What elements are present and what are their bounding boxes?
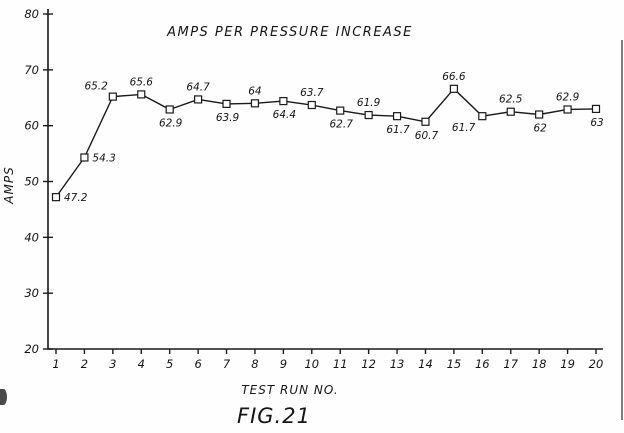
- chart-title: AMPS PER PRESSURE INCREASE: [166, 25, 413, 40]
- data-point-label: 47.2: [64, 192, 88, 204]
- data-point-label: 62: [533, 123, 547, 135]
- data-point-label: 64: [248, 85, 261, 97]
- x-tick-label: 18: [532, 357, 547, 371]
- data-point-marker: [591, 104, 601, 114]
- x-tick-label: 9: [280, 357, 287, 371]
- data-point-label: 65.2: [84, 81, 108, 93]
- data-point-marker: [449, 84, 458, 93]
- data-point-marker: [80, 153, 89, 162]
- data-point-label: 63.7: [300, 87, 324, 99]
- figure-caption: FIG.21: [237, 404, 311, 428]
- x-tick-label: 8: [251, 357, 258, 371]
- data-point-marker: [194, 95, 203, 104]
- y-axis-label: AMPS: [2, 166, 16, 204]
- scan-artifact-smudge: [0, 389, 7, 405]
- y-tick-label: 60: [24, 119, 39, 133]
- data-point-marker: [506, 107, 515, 116]
- data-point-label: 61.7: [452, 122, 476, 134]
- x-tick-label: 2: [81, 357, 88, 371]
- data-line: [55, 88, 597, 198]
- data-point-marker: [421, 117, 430, 126]
- data-point-marker: [108, 92, 117, 101]
- data-point-label: 61.7: [386, 124, 410, 136]
- data-point-marker: [137, 90, 146, 99]
- data-point-marker: [535, 110, 544, 119]
- data-point-marker: [279, 96, 288, 106]
- x-tick-label: 19: [560, 357, 575, 371]
- y-tick-label: 20: [24, 342, 39, 356]
- x-tick-label: 16: [475, 357, 490, 371]
- x-tick-label: 6: [194, 357, 201, 371]
- data-point-marker: [336, 106, 345, 115]
- data-point-label: 63.9: [216, 112, 240, 124]
- x-tick-label: 15: [447, 357, 462, 371]
- data-point-marker: [563, 105, 572, 114]
- data-point-label: 62.9: [159, 117, 183, 129]
- data-point-marker: [222, 99, 231, 108]
- data-point-marker: [392, 112, 402, 121]
- data-point-label: 62.9: [556, 91, 580, 103]
- axes: [47, 9, 603, 350]
- data-point-label: 64.4: [273, 109, 296, 121]
- y-tick-label: 70: [24, 63, 39, 77]
- data-point-marker: [165, 105, 174, 114]
- data-point-label: 60.7: [415, 130, 439, 142]
- data-point-label: 63: [590, 117, 603, 129]
- y-tick-label: 50: [24, 175, 39, 189]
- data-point-label: 64.7: [186, 81, 210, 93]
- x-tick-label: 4: [138, 357, 145, 371]
- x-tick-label: 11: [333, 357, 348, 371]
- data-point-label: 61.9: [357, 97, 381, 109]
- data-point-marker: [478, 112, 487, 121]
- x-tick-label: 17: [503, 357, 518, 371]
- x-tick-label: 5: [166, 357, 173, 371]
- data-point-marker: [307, 100, 316, 110]
- scan-artifact-right-edge: [621, 40, 623, 420]
- x-axis-label: TEST RUN NO.: [241, 383, 338, 397]
- data-point-label: 62.5: [499, 94, 523, 106]
- data-point-label: 65.6: [130, 76, 154, 88]
- y-tick-label: 40: [24, 230, 39, 244]
- x-tick-label: 7: [223, 357, 231, 371]
- data-point-label: 66.6: [442, 71, 466, 83]
- x-tick-label: 14: [418, 357, 433, 371]
- x-tick-label: 1: [52, 357, 59, 371]
- data-point-marker: [51, 193, 61, 202]
- x-tick-label: 3: [109, 357, 116, 371]
- x-tick-label: 20: [589, 357, 604, 371]
- data-point-marker: [364, 110, 373, 120]
- data-point-marker: [250, 99, 260, 108]
- x-tick-label: 12: [361, 357, 376, 371]
- x-tick-label: 10: [304, 357, 319, 371]
- x-tick-label: 13: [390, 357, 405, 371]
- data-point-label: 62.7: [330, 119, 354, 131]
- data-point-label: 54.3: [92, 152, 115, 164]
- y-tick-label: 80: [24, 7, 39, 21]
- y-tick-label: 30: [24, 286, 39, 300]
